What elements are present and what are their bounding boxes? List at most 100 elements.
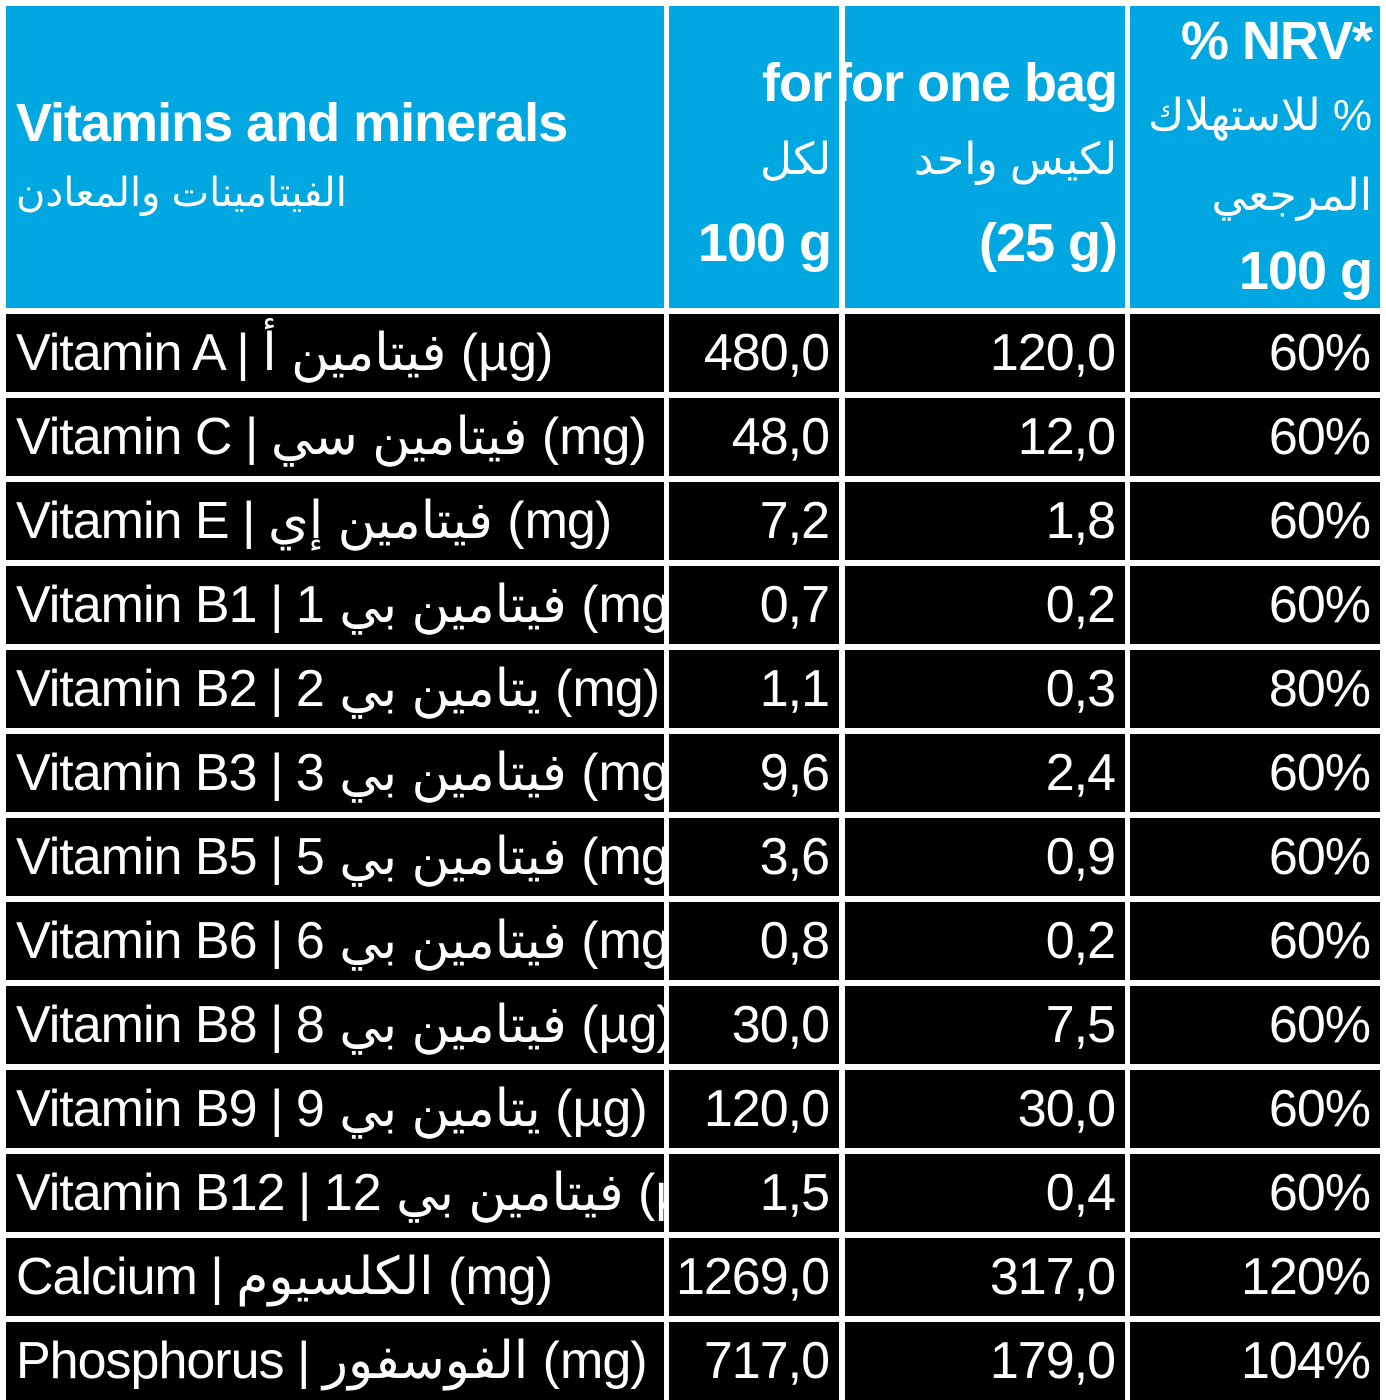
value-per-bag: 12,0 bbox=[1017, 408, 1116, 466]
table-cell-value-per-bag: 2,4 bbox=[845, 734, 1125, 812]
table-cell-nutrient-name: Vitamin B9 | يتامين بي 9 (µg) bbox=[6, 1070, 664, 1148]
value-nrv: 60% bbox=[1268, 1080, 1371, 1138]
table-cell-nutrient-name: Vitamin B12 | فيتامين بي 12 (µg) bbox=[6, 1154, 664, 1232]
nutrient-name: Vitamin B2 | يتامين بي 2 (mg) bbox=[16, 660, 661, 718]
value-per-100g: 1,5 bbox=[759, 1164, 830, 1222]
value-per-bag: 0,2 bbox=[1045, 912, 1116, 970]
header-per-bag-column: for one bag لكيس واحد (25 g) bbox=[845, 6, 1125, 308]
header-nrv-unit: 100 g bbox=[1238, 241, 1373, 301]
nutrient-name: Calcium | الكلسيوم (mg) bbox=[16, 1248, 554, 1306]
table-cell-value-nrv: 60% bbox=[1130, 314, 1380, 392]
value-nrv: 60% bbox=[1268, 408, 1371, 466]
table-cell-value-nrv: 60% bbox=[1130, 566, 1380, 644]
header-per100-ar: لكل bbox=[759, 135, 831, 184]
value-nrv: 80% bbox=[1268, 660, 1371, 718]
table-cell-value-nrv: 60% bbox=[1130, 1070, 1380, 1148]
table-cell-value-per-100g: 0,8 bbox=[669, 902, 839, 980]
value-per-bag: 1,8 bbox=[1045, 492, 1116, 550]
nutrient-name: Vitamin B5 | فيتامين بي 5 (mg) bbox=[16, 828, 664, 886]
table-cell-value-per-bag: 30,0 bbox=[845, 1070, 1125, 1148]
value-nrv: 60% bbox=[1268, 324, 1371, 382]
value-per-bag: 179,0 bbox=[989, 1332, 1116, 1390]
nutrient-name: Vitamin C | فيتامين سي (mg) bbox=[16, 408, 648, 466]
table-cell-value-nrv: 60% bbox=[1130, 902, 1380, 980]
table-cell-value-per-100g: 48,0 bbox=[669, 398, 839, 476]
nutrient-name: Phosphorus | الفوسفور (mg) bbox=[16, 1332, 649, 1390]
header-nrv-ar2: المرجعي bbox=[1211, 171, 1372, 220]
table-cell-value-nrv: 60% bbox=[1130, 734, 1380, 812]
table-cell-value-nrv: 60% bbox=[1130, 986, 1380, 1064]
nutrient-name: Vitamin A | فيتامين أ (µg) bbox=[16, 324, 554, 382]
value-per-100g: 0,7 bbox=[759, 576, 830, 634]
table-cell-value-nrv: 80% bbox=[1130, 650, 1380, 728]
value-per-100g: 3,6 bbox=[759, 828, 830, 886]
value-per-100g: 1,1 bbox=[759, 660, 830, 718]
value-nrv: 60% bbox=[1268, 576, 1371, 634]
table-cell-value-per-bag: 1,8 bbox=[845, 482, 1125, 560]
table-cell-nutrient-name: Vitamin A | فيتامين أ (µg) bbox=[6, 314, 664, 392]
header-per100-en: for bbox=[762, 53, 832, 113]
header-nutrient-column: Vitamins and minerals الفيتامينات والمعا… bbox=[6, 6, 664, 308]
value-per-100g: 120,0 bbox=[703, 1080, 830, 1138]
table-cell-value-per-bag: 0,2 bbox=[845, 566, 1125, 644]
nutrient-name: Vitamin B1 | فيتامين بي 1 (mg) bbox=[16, 576, 664, 634]
value-per-100g: 0,8 bbox=[759, 912, 830, 970]
header-title-ar: الفيتامينات والمعادن bbox=[16, 171, 347, 215]
table-cell-value-per-100g: 1269,0 bbox=[669, 1238, 839, 1316]
header-per-100g-column: for لكل 100 g bbox=[669, 6, 839, 308]
table-cell-value-per-100g: 9,6 bbox=[669, 734, 839, 812]
table-cell-nutrient-name: Calcium | الكلسيوم (mg) bbox=[6, 1238, 664, 1316]
table-cell-value-nrv: 60% bbox=[1130, 1154, 1380, 1232]
value-per-bag: 0,9 bbox=[1045, 828, 1116, 886]
value-per-100g: 7,2 bbox=[759, 492, 830, 550]
value-per-bag: 30,0 bbox=[1017, 1080, 1116, 1138]
value-per-bag: 7,5 bbox=[1045, 996, 1116, 1054]
nutrient-name: Vitamin B9 | يتامين بي 9 (µg) bbox=[16, 1080, 649, 1138]
table-cell-value-per-bag: 0,3 bbox=[845, 650, 1125, 728]
value-per-100g: 9,6 bbox=[759, 744, 830, 802]
value-per-bag: 2,4 bbox=[1045, 744, 1116, 802]
nutrient-name: Vitamin B3 | فيتامين بي 3 (mg) bbox=[16, 744, 664, 802]
value-per-100g: 717,0 bbox=[703, 1332, 830, 1390]
value-nrv: 60% bbox=[1268, 996, 1371, 1054]
table-cell-nutrient-name: Vitamin B5 | فيتامين بي 5 (mg) bbox=[6, 818, 664, 896]
nutrient-name: Vitamin B12 | فيتامين بي 12 (µg) bbox=[16, 1164, 664, 1222]
value-per-100g: 480,0 bbox=[703, 324, 830, 382]
value-nrv: 60% bbox=[1268, 912, 1371, 970]
table-cell-nutrient-name: Vitamin C | فيتامين سي (mg) bbox=[6, 398, 664, 476]
table-cell-nutrient-name: Vitamin B3 | فيتامين بي 3 (mg) bbox=[6, 734, 664, 812]
header-nrv-ar1: % للاستهلاك bbox=[1148, 91, 1372, 140]
table-cell-value-per-bag: 7,5 bbox=[845, 986, 1125, 1064]
header-perbag-unit: (25 g) bbox=[978, 213, 1118, 273]
header-perbag-en: for one bag bbox=[845, 53, 1118, 113]
table-cell-nutrient-name: Vitamin B6 | فيتامين بي 6 (mg) bbox=[6, 902, 664, 980]
header-per100-unit: 100 g bbox=[697, 213, 832, 273]
value-per-bag: 0,4 bbox=[1045, 1164, 1116, 1222]
value-nrv: 104% bbox=[1241, 1332, 1371, 1390]
table-cell-value-per-bag: 0,9 bbox=[845, 818, 1125, 896]
value-per-100g: 48,0 bbox=[731, 408, 830, 466]
value-per-100g: 30,0 bbox=[731, 996, 830, 1054]
value-per-100g: 1269,0 bbox=[675, 1248, 830, 1306]
table-cell-value-per-bag: 179,0 bbox=[845, 1322, 1125, 1400]
nutrient-name: Vitamin B6 | فيتامين بي 6 (mg) bbox=[16, 912, 664, 970]
table-cell-value-nrv: 60% bbox=[1130, 398, 1380, 476]
value-per-bag: 0,3 bbox=[1045, 660, 1116, 718]
table-cell-value-per-100g: 1,5 bbox=[669, 1154, 839, 1232]
table-cell-value-per-bag: 12,0 bbox=[845, 398, 1125, 476]
value-nrv: 60% bbox=[1268, 828, 1371, 886]
value-per-bag: 317,0 bbox=[989, 1248, 1116, 1306]
table-cell-nutrient-name: Vitamin E | فيتامين إي (mg) bbox=[6, 482, 664, 560]
table-cell-nutrient-name: Vitamin B1 | فيتامين بي 1 (mg) bbox=[6, 566, 664, 644]
table-cell-nutrient-name: Vitamin B2 | يتامين بي 2 (mg) bbox=[6, 650, 664, 728]
table-cell-value-per-100g: 7,2 bbox=[669, 482, 839, 560]
value-nrv: 60% bbox=[1268, 1164, 1371, 1222]
header-nrv-en: % NRV* bbox=[1180, 11, 1373, 71]
header-perbag-ar: لكيس واحد bbox=[913, 135, 1117, 184]
header-title-en: Vitamins and minerals bbox=[16, 93, 568, 153]
value-nrv: 120% bbox=[1241, 1248, 1371, 1306]
table-cell-value-per-100g: 3,6 bbox=[669, 818, 839, 896]
table-cell-value-per-bag: 120,0 bbox=[845, 314, 1125, 392]
table-cell-nutrient-name: Vitamin B8 | فيتامين بي 8 (µg) bbox=[6, 986, 664, 1064]
